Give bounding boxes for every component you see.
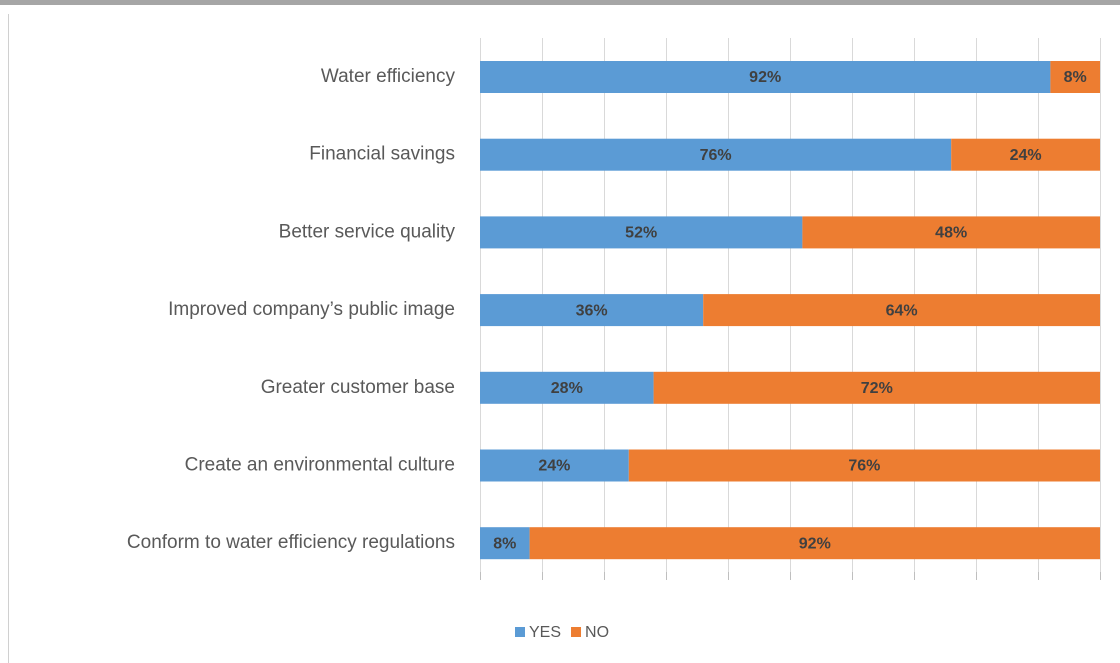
bar-segment	[480, 216, 803, 249]
bar-segment	[480, 449, 629, 482]
data-label: 28%	[551, 380, 583, 397]
legend-swatch	[571, 627, 582, 637]
bar-segment	[480, 138, 952, 171]
category-label: Better service quality	[279, 221, 456, 242]
data-label: 92%	[749, 69, 781, 86]
data-label: 36%	[576, 302, 608, 319]
bar-segment	[703, 294, 1100, 327]
data-label: 24%	[538, 458, 570, 475]
bar-segment	[951, 138, 1100, 171]
category-label: Water efficiency	[321, 66, 456, 87]
category-label: Conform to water efficiency regulations	[127, 532, 455, 553]
data-label: 76%	[700, 147, 732, 164]
bar-segment	[480, 61, 1051, 93]
data-label: 76%	[848, 458, 880, 475]
data-label: 48%	[935, 225, 967, 242]
legend-label: NO	[585, 624, 609, 641]
data-label: 52%	[625, 225, 657, 242]
bar-segment	[480, 294, 704, 327]
legend-swatch	[515, 627, 525, 637]
data-label: 72%	[861, 380, 893, 397]
category-label: Greater customer base	[261, 377, 455, 398]
bar-segment	[480, 527, 530, 560]
category-label: Improved company’s public image	[168, 299, 455, 320]
top-frame	[0, 0, 1120, 5]
bar-segment	[628, 449, 1100, 482]
bar-segment	[1050, 61, 1100, 93]
data-label: 8%	[493, 535, 516, 552]
bar-segment	[529, 527, 1100, 560]
category-label: Create an environmental culture	[185, 455, 455, 476]
data-label: 64%	[886, 302, 918, 319]
data-label: 8%	[1064, 69, 1087, 86]
bar-segment	[480, 371, 654, 404]
data-label: 24%	[1010, 147, 1042, 164]
category-label: Financial savings	[309, 144, 455, 165]
bar-segment	[802, 216, 1100, 249]
bar-segment	[653, 371, 1100, 404]
legend-label: YES	[529, 624, 561, 641]
data-label: 92%	[799, 535, 831, 552]
